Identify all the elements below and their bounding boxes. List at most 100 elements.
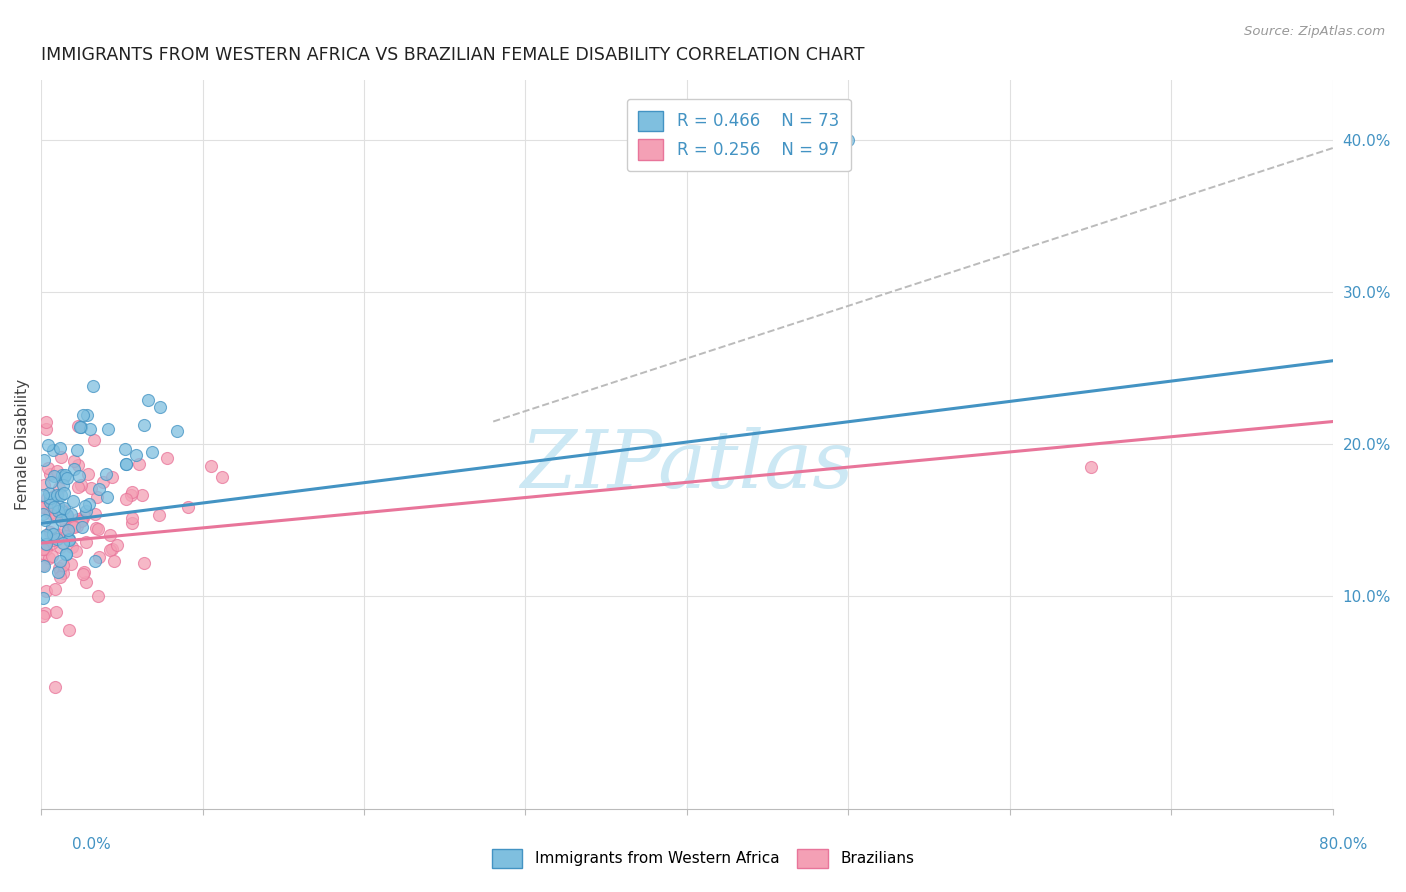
Point (53, 514, 76, 528)
Point (125, 449, 148, 463)
Point (39, 525, 62, 540)
Point (79, 422, 101, 436)
Point (75, 574, 97, 589)
Point (46, 532, 69, 546)
Point (55, 547, 77, 561)
Point (83, 554, 105, 568)
Point (77, 498, 100, 512)
Point (38, 486, 60, 500)
Point (41, 520, 63, 534)
Point (59, 557, 82, 571)
Text: ZIPatlas: ZIPatlas (520, 427, 853, 505)
Point (45, 605, 67, 619)
Point (31, 500, 53, 514)
Point (45, 488, 67, 502)
Point (52, 486, 75, 500)
Point (62, 518, 84, 533)
Point (58, 533, 80, 547)
Point (70, 420, 93, 434)
Point (49, 450, 72, 464)
Point (82, 378, 104, 392)
Point (66, 480, 89, 494)
Point (35, 537, 58, 551)
Point (96, 490, 118, 504)
Point (69, 420, 91, 434)
Point (52, 503, 75, 517)
Point (39, 491, 62, 506)
Point (35, 422, 58, 436)
Point (73, 500, 96, 514)
Point (34, 584, 56, 599)
Point (60, 540, 83, 554)
Point (49, 565, 72, 579)
Point (80, 481, 103, 495)
Point (42, 499, 65, 513)
Point (58, 623, 80, 637)
Point (44, 681, 66, 695)
Point (41, 536, 63, 550)
Point (32, 453, 55, 467)
Point (37, 460, 59, 475)
Point (44, 490, 66, 504)
Point (56, 508, 79, 522)
Point (58, 533, 80, 547)
Point (31, 591, 53, 605)
Point (141, 444, 163, 458)
Point (49, 513, 72, 527)
Point (176, 500, 198, 514)
Point (39, 475, 62, 490)
Point (121, 484, 143, 499)
Point (41, 533, 63, 547)
Point (166, 424, 188, 438)
Point (48, 540, 70, 554)
Point (84, 521, 107, 535)
Point (837, 133, 859, 147)
Point (105, 538, 128, 552)
Point (149, 401, 172, 415)
Point (75, 535, 97, 549)
Point (46, 503, 69, 517)
Point (67, 458, 90, 472)
Point (76, 408, 98, 422)
Point (101, 469, 124, 483)
Point (55, 507, 77, 521)
Point (73, 566, 96, 580)
Point (103, 554, 125, 568)
Point (34, 541, 56, 556)
Point (131, 488, 153, 502)
Point (101, 542, 124, 557)
Text: 80.0%: 80.0% (1319, 838, 1367, 852)
Point (53, 522, 76, 536)
Point (51, 504, 73, 518)
Point (70, 478, 93, 492)
Point (32, 558, 55, 573)
Point (66, 418, 89, 433)
Point (72, 567, 94, 582)
Point (51, 467, 73, 482)
Point (87, 522, 110, 536)
Point (38, 467, 60, 482)
Point (34, 538, 56, 552)
Point (32, 500, 55, 515)
Point (156, 451, 179, 466)
Point (46, 498, 69, 512)
Point (70, 513, 93, 527)
Point (56, 471, 79, 485)
Point (83, 433, 105, 447)
Point (37, 437, 59, 451)
Point (66, 518, 89, 533)
Point (35, 528, 58, 542)
Point (44, 500, 66, 515)
Point (70, 514, 93, 528)
Point (87, 482, 110, 496)
Point (115, 457, 138, 471)
Point (31, 546, 53, 560)
Point (53, 468, 76, 483)
Point (48, 481, 70, 495)
Point (98, 542, 121, 557)
Point (34, 606, 56, 620)
Point (49, 488, 72, 502)
Legend: R = 0.466    N = 73, R = 0.256    N = 97: R = 0.466 N = 73, R = 0.256 N = 97 (627, 99, 851, 171)
Text: Source: ZipAtlas.com: Source: ZipAtlas.com (1244, 25, 1385, 38)
Point (134, 556, 156, 570)
